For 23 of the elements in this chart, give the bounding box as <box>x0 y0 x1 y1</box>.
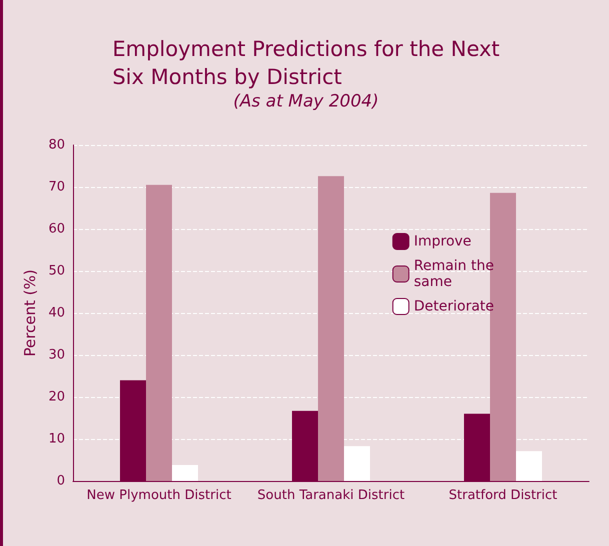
chart-title: Employment Predictions for the Next Six Months by District <box>112 37 500 89</box>
bar <box>318 176 344 481</box>
y-tick-label: 70 <box>48 180 65 194</box>
legend-label: Deteriorate <box>414 298 494 314</box>
x-tick-label: South Taranaki District <box>257 488 405 503</box>
bar <box>146 184 172 481</box>
bar <box>344 446 370 481</box>
y-tick-label: 0 <box>56 474 65 488</box>
y-tick-label: 10 <box>48 432 65 446</box>
legend-label: Improve <box>414 234 472 250</box>
y-tick-label: 80 <box>48 138 65 152</box>
y-tick-label: 20 <box>48 390 65 404</box>
y-tick-label: 60 <box>48 222 65 236</box>
bar <box>172 465 198 481</box>
y-tick-label: 30 <box>48 348 65 362</box>
y-tick-label: 40 <box>48 306 65 320</box>
legend-label: Remain the same <box>414 258 494 290</box>
bar <box>516 451 542 481</box>
y-tick-label: 50 <box>48 264 65 278</box>
x-tick-label: New Plymouth District <box>86 488 232 503</box>
chart-subtitle: (As at May 2004) <box>233 92 379 112</box>
y-axis-title: Percent (%) <box>21 269 40 357</box>
x-tick-label: Stratford District <box>448 488 558 503</box>
